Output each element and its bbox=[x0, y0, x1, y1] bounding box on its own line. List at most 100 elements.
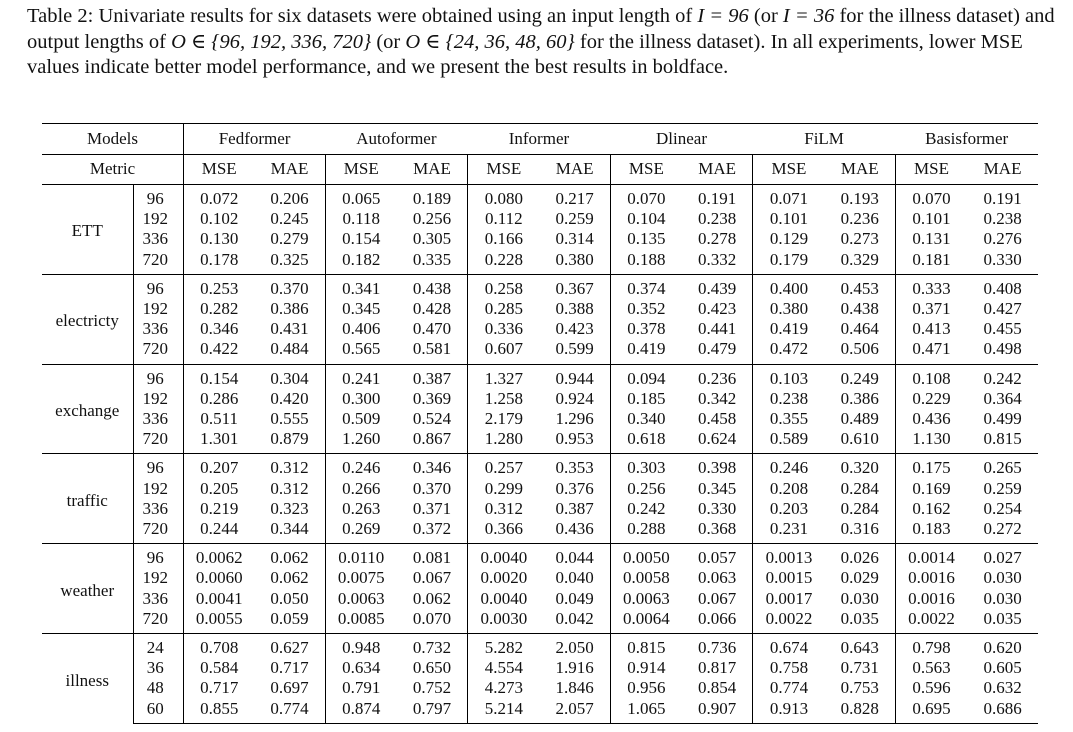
table-caption: Table 2: Univariate results for six data… bbox=[27, 4, 1062, 81]
mse-value: 0.188 bbox=[609, 249, 683, 275]
output-length: 36 bbox=[132, 658, 184, 679]
mse-value: 0.0041 bbox=[183, 588, 255, 609]
mae-value: 0.027 bbox=[967, 543, 1038, 569]
mse-value: 0.0062 bbox=[183, 543, 255, 569]
mse-value: 0.565 bbox=[324, 339, 397, 365]
metric-mae: MAE bbox=[967, 154, 1038, 185]
output-length: 96 bbox=[132, 543, 184, 569]
mse-value: 0.300 bbox=[324, 388, 397, 410]
mae-value: 0.314 bbox=[555, 229, 594, 249]
mse-value: 0.471 bbox=[894, 339, 968, 365]
mse-value: 0.129 bbox=[752, 229, 825, 250]
mse-value: 0.108 bbox=[894, 363, 968, 389]
mse-value: 0.0017 bbox=[752, 588, 825, 609]
output-length: 192 bbox=[132, 478, 184, 499]
mae-value: 0.408 bbox=[967, 273, 1038, 300]
caption-text-3: for the illness dataset) and output leng… bbox=[27, 5, 1055, 53]
mae-value: 0.610 bbox=[840, 429, 879, 449]
mae-value: 0.506 bbox=[840, 339, 879, 359]
output-length: 336 bbox=[132, 229, 184, 250]
mse-value: 0.774 bbox=[752, 678, 825, 699]
mae-value: 0.368 bbox=[698, 519, 737, 539]
metric-mse: MSE bbox=[183, 154, 255, 185]
mse-value: 0.169 bbox=[894, 478, 968, 499]
mse-value: 1.301 bbox=[183, 429, 255, 454]
mae-value: 0.370 bbox=[412, 478, 452, 498]
mse-value: 0.094 bbox=[609, 363, 683, 389]
mae-value: 0.732 bbox=[396, 633, 468, 659]
mae-value: 0.265 bbox=[967, 453, 1038, 479]
mse-value: 0.154 bbox=[183, 363, 255, 389]
mse-value: 0.285 bbox=[467, 299, 540, 320]
mse-value: 1.130 bbox=[894, 429, 968, 454]
model-header-autoformer: Autoformer bbox=[325, 123, 468, 155]
mse-value: 5.282 bbox=[467, 633, 540, 659]
mae-value: 0.030 bbox=[983, 568, 1022, 588]
mae-value: 0.323 bbox=[270, 498, 309, 518]
mae-value: 0.062 bbox=[254, 543, 326, 569]
dataset-label: exchange bbox=[42, 363, 133, 454]
mse-value: 0.0022 bbox=[752, 608, 825, 634]
output-length: 336 bbox=[132, 319, 184, 340]
mae-value: 0.344 bbox=[270, 519, 309, 539]
mse-value: 0.472 bbox=[752, 339, 825, 365]
output-length: 336 bbox=[132, 588, 184, 609]
mae-value: 0.312 bbox=[270, 478, 309, 498]
metric-mae: MAE bbox=[254, 154, 326, 185]
mse-value: 0.244 bbox=[183, 519, 255, 544]
mae-value: 0.632 bbox=[983, 678, 1022, 698]
mae-value: 0.499 bbox=[983, 409, 1022, 429]
output-length: 96 bbox=[132, 453, 184, 479]
mae-value: 0.817 bbox=[698, 658, 737, 678]
mse-value: 0.874 bbox=[324, 698, 397, 724]
table-row: 60 0.855 0.774 0.874 0.797 5.214 2.057 1.065 0.9… bbox=[42, 698, 1038, 724]
mse-value: 0.589 bbox=[752, 429, 825, 454]
mae-value: 0.620 bbox=[967, 633, 1038, 659]
mse-value: 0.0040 bbox=[467, 588, 540, 609]
table-row: 720 0.0055 0.059 0.0085 0.070 0.0030 0.042 0.00… bbox=[42, 608, 1038, 634]
output-length: 96 bbox=[132, 273, 184, 300]
mae-value: 0.256 bbox=[412, 209, 452, 229]
mae-value: 0.380 bbox=[555, 249, 594, 269]
mae-value: 0.697 bbox=[270, 678, 309, 698]
mae-value: 0.030 bbox=[983, 588, 1022, 608]
mse-value: 0.0040 bbox=[467, 543, 540, 569]
mse-value: 0.070 bbox=[894, 184, 968, 210]
mae-value: 0.387 bbox=[555, 498, 594, 518]
mse-value: 1.280 bbox=[467, 429, 540, 454]
mae-value: 0.624 bbox=[698, 429, 737, 449]
mse-value: 0.0015 bbox=[752, 568, 825, 589]
mse-value: 0.380 bbox=[752, 299, 825, 320]
results-table: Models Fedformer Autoformer Informer Dli… bbox=[42, 123, 1038, 724]
mse-value: 0.791 bbox=[324, 678, 397, 699]
mse-value: 0.299 bbox=[467, 478, 540, 499]
output-length: 720 bbox=[132, 608, 184, 634]
mse-value: 0.0075 bbox=[324, 568, 397, 589]
mae-value: 0.464 bbox=[840, 319, 879, 339]
table-row: 36 0.584 0.717 0.634 0.650 4.554 1.916 0.914 0.8… bbox=[42, 658, 1038, 679]
mse-value: 0.374 bbox=[609, 273, 683, 300]
mae-value: 0.386 bbox=[270, 299, 309, 319]
mae-value: 0.370 bbox=[254, 273, 326, 300]
mae-value: 0.193 bbox=[840, 189, 879, 208]
mse-value: 0.618 bbox=[609, 429, 683, 454]
output-length: 720 bbox=[132, 249, 184, 275]
mse-value: 0.135 bbox=[609, 229, 683, 250]
mse-value: 0.263 bbox=[324, 498, 397, 520]
mse-value: 0.0055 bbox=[183, 608, 255, 634]
table-row: weather 96 0.0062 0.062 0.0110 0.081 0.0040 0.0… bbox=[42, 543, 1038, 634]
mse-value: 0.0030 bbox=[467, 608, 540, 634]
dataset-group-electricty: electricty 96 0.253 0.370 0.341 0.438 0.258 0.3… bbox=[42, 273, 1038, 365]
mae-value: 0.276 bbox=[983, 229, 1022, 249]
mae-value: 0.524 bbox=[412, 409, 452, 429]
mse-value: 1.065 bbox=[609, 698, 683, 724]
caption-label: Table 2: bbox=[27, 5, 94, 27]
mae-value: 0.081 bbox=[396, 543, 468, 569]
mae-value: 0.063 bbox=[698, 568, 737, 588]
table-row: traffic 96 0.207 0.312 0.246 0.346 0.257 0.353 0… bbox=[42, 453, 1038, 544]
mse-value: 0.346 bbox=[183, 319, 255, 340]
mse-value: 0.256 bbox=[609, 478, 683, 499]
table-row: 192 0.286 0.420 0.300 0.369 1.258 0.924 0.185 0.… bbox=[42, 388, 1038, 410]
mae-value: 0.828 bbox=[824, 698, 896, 724]
mse-value: 0.257 bbox=[467, 453, 540, 479]
